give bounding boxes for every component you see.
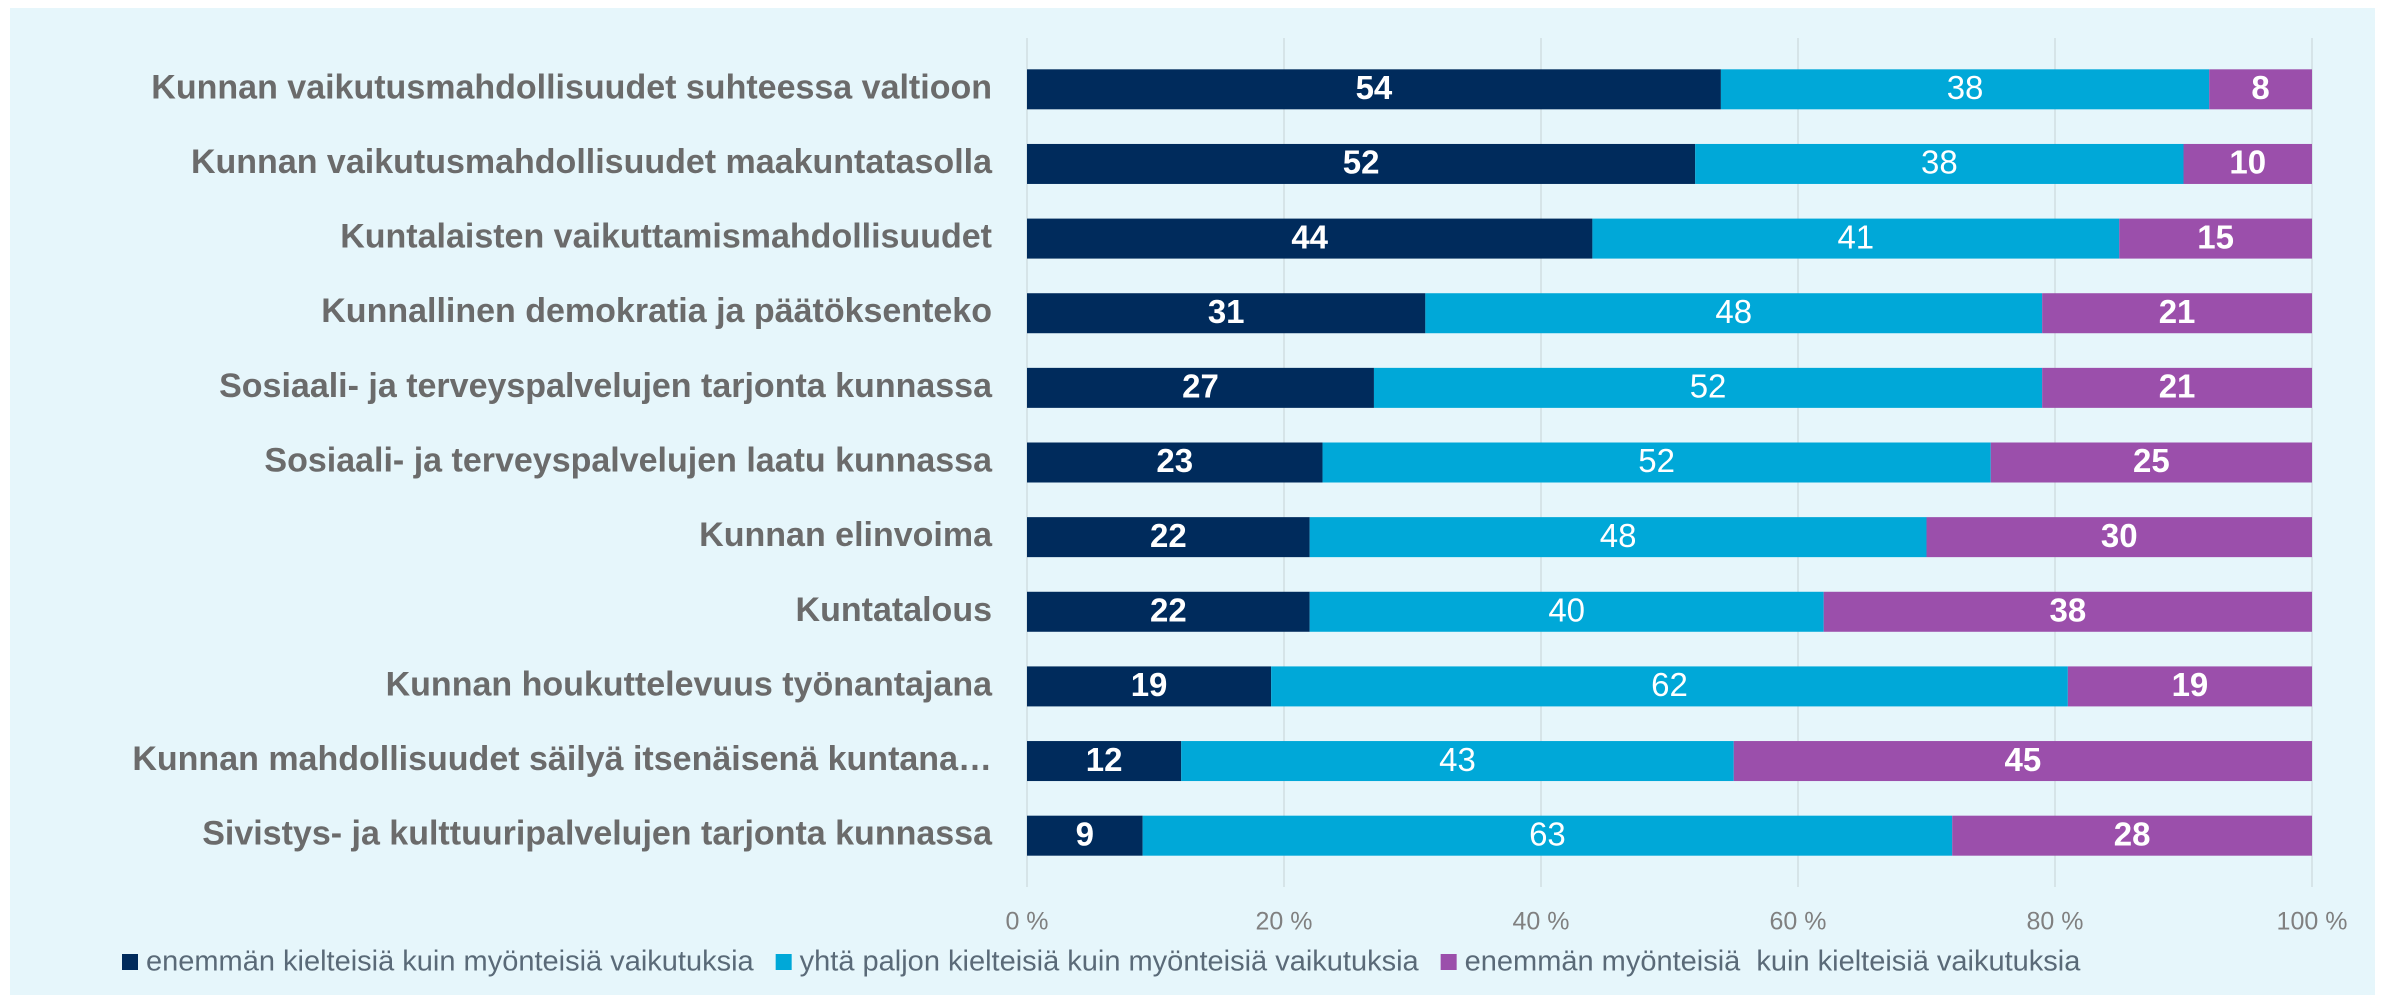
data-label: 10 bbox=[2229, 144, 2266, 181]
data-label: 23 bbox=[1156, 442, 1193, 479]
bar-segment bbox=[1027, 442, 1323, 483]
legend-label: enemmän kielteisiä kuin myönteisiä vaiku… bbox=[146, 946, 755, 978]
bar-segment bbox=[2042, 293, 2312, 334]
bar-segment bbox=[1990, 442, 2312, 483]
bar-segment bbox=[1027, 741, 1182, 782]
legend-marker bbox=[122, 954, 138, 970]
legend-marker bbox=[775, 954, 792, 970]
bar-segment bbox=[2042, 367, 2312, 408]
bar-segment bbox=[1027, 666, 1272, 707]
bar-segment bbox=[1309, 591, 1824, 632]
category-label: Kunnallinen demokratia ja päätöksenteko bbox=[321, 292, 992, 330]
bar-segment bbox=[1952, 815, 2312, 856]
data-label: 40 bbox=[1548, 591, 1585, 628]
data-label: 48 bbox=[1600, 517, 1637, 554]
data-label: 38 bbox=[1921, 144, 1958, 181]
bar-segment bbox=[2209, 69, 2312, 110]
category-label: Kunnan vaikutusmahdollisuudet maakuntata… bbox=[191, 143, 993, 181]
bar-segment bbox=[1181, 741, 1734, 782]
category-label: Kuntatalous bbox=[796, 591, 992, 629]
bar-segment bbox=[1271, 666, 2068, 707]
data-label: 19 bbox=[1131, 666, 1168, 703]
data-label: 30 bbox=[2101, 517, 2138, 554]
data-label: 43 bbox=[1439, 741, 1476, 778]
data-label: 19 bbox=[2172, 666, 2209, 703]
bar-segment bbox=[1425, 293, 2043, 334]
data-label: 22 bbox=[1150, 517, 1187, 554]
data-label: 41 bbox=[1837, 218, 1874, 255]
x-tick-label: 80 % bbox=[2027, 908, 2084, 936]
data-label: 27 bbox=[1182, 368, 1219, 405]
category-label: Kunnan mahdollisuudet säilyä itsenäisenä… bbox=[132, 740, 992, 778]
bar-segment bbox=[1027, 218, 1593, 259]
category-label: Sivistys- ja kulttuuripalvelujen tarjont… bbox=[202, 815, 993, 853]
bar-segment bbox=[1027, 367, 1374, 408]
data-label: 15 bbox=[2197, 218, 2234, 255]
bar-segment bbox=[1027, 69, 1721, 110]
category-label: Kunnan vaikutusmahdollisuudet suhteessa … bbox=[151, 68, 992, 106]
bar-segment bbox=[1027, 143, 1696, 184]
data-label: 52 bbox=[1638, 442, 1675, 479]
data-label: 63 bbox=[1529, 815, 1566, 852]
x-tick-label: 0 % bbox=[1005, 908, 1048, 936]
data-label: 28 bbox=[2114, 815, 2151, 852]
bar-segment bbox=[1322, 442, 1991, 483]
data-label: 9 bbox=[1076, 815, 1094, 852]
legend-label: enemmän myönteisiä kuin kielteisiä vaiku… bbox=[1465, 946, 2082, 978]
category-label: Kunnan elinvoima bbox=[699, 516, 993, 554]
data-label: 25 bbox=[2133, 442, 2170, 479]
x-tick-label: 100 % bbox=[2277, 908, 2348, 936]
data-label: 22 bbox=[1150, 591, 1187, 628]
category-label: Sosiaali- ja terveyspalvelujen laatu kun… bbox=[264, 441, 993, 479]
bar-segment bbox=[1309, 517, 1927, 558]
bar-segment bbox=[1142, 815, 1953, 856]
bar-segment bbox=[1027, 293, 1426, 334]
bar-segment bbox=[1720, 69, 2210, 110]
data-label: 21 bbox=[2159, 368, 2196, 405]
bar-segment bbox=[1027, 517, 1310, 558]
bar-segment bbox=[1027, 591, 1310, 632]
legend-marker bbox=[1440, 954, 1457, 970]
data-label: 48 bbox=[1715, 293, 1752, 330]
x-tick-label: 40 % bbox=[1513, 908, 1570, 936]
bar-segment bbox=[1695, 143, 2184, 184]
data-label: 52 bbox=[1343, 144, 1380, 181]
data-label: 38 bbox=[2049, 591, 2086, 628]
bar-segment bbox=[1592, 218, 2120, 259]
data-label: 21 bbox=[2159, 293, 2196, 330]
data-label: 31 bbox=[1208, 293, 1245, 330]
bar-segment bbox=[1027, 815, 1143, 856]
bar-segment bbox=[2119, 218, 2312, 259]
x-tick-label: 60 % bbox=[1770, 908, 1827, 936]
data-label: 44 bbox=[1291, 218, 1328, 255]
legend-label: yhtä paljon kielteisiä kuin myönteisiä v… bbox=[800, 946, 1420, 978]
bar-segment bbox=[1823, 591, 2312, 632]
bar-segment bbox=[1926, 517, 2312, 558]
bar-segment bbox=[1733, 741, 2312, 782]
category-label: Kuntalaisten vaikuttamismahdollisuudet bbox=[340, 218, 992, 256]
data-label: 8 bbox=[2251, 69, 2269, 106]
category-label: Kunnan houkuttelevuus työnantajana bbox=[386, 665, 993, 703]
data-label: 45 bbox=[2005, 741, 2042, 778]
bar-segment bbox=[1373, 367, 2043, 408]
data-label: 12 bbox=[1086, 741, 1123, 778]
data-label: 54 bbox=[1356, 69, 1393, 106]
data-label: 52 bbox=[1690, 368, 1727, 405]
data-label: 38 bbox=[1947, 69, 1984, 106]
bar-segment bbox=[2183, 143, 2312, 184]
category-label: Sosiaali- ja terveyspalvelujen tarjonta … bbox=[219, 367, 993, 405]
bar-segment bbox=[2067, 666, 2312, 707]
data-label: 62 bbox=[1651, 666, 1688, 703]
x-tick-label: 20 % bbox=[1256, 908, 1313, 936]
